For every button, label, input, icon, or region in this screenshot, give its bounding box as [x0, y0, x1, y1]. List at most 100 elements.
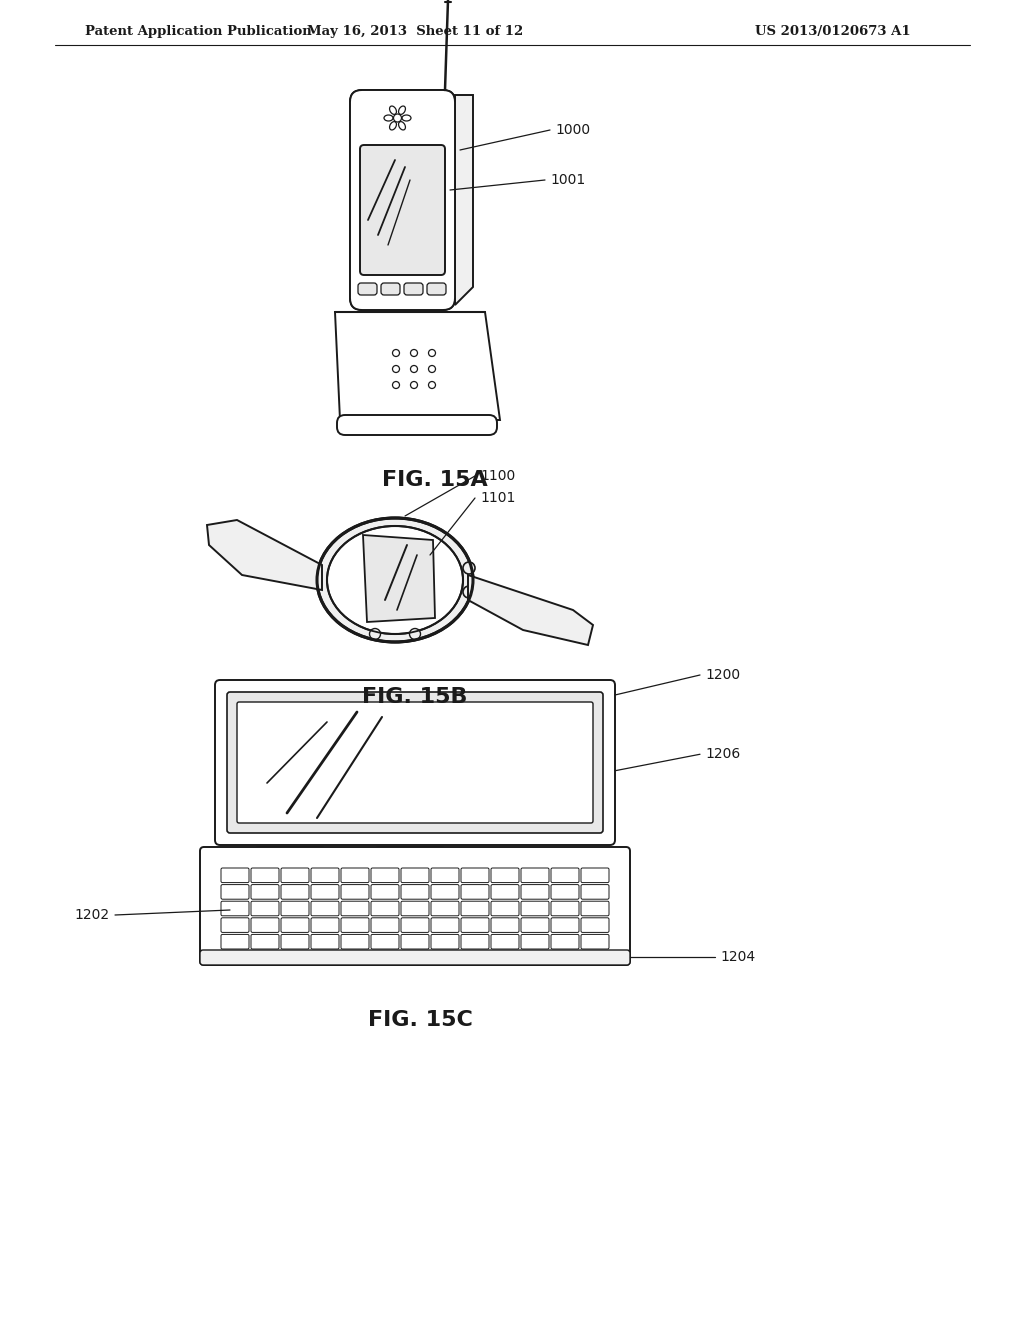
Ellipse shape [317, 517, 473, 642]
FancyBboxPatch shape [431, 935, 459, 949]
FancyBboxPatch shape [251, 917, 279, 932]
FancyBboxPatch shape [341, 869, 369, 883]
FancyBboxPatch shape [251, 884, 279, 899]
FancyBboxPatch shape [251, 902, 279, 916]
FancyBboxPatch shape [200, 950, 630, 965]
FancyBboxPatch shape [581, 869, 609, 883]
FancyBboxPatch shape [221, 869, 249, 883]
FancyBboxPatch shape [551, 869, 579, 883]
FancyBboxPatch shape [311, 869, 339, 883]
FancyBboxPatch shape [401, 884, 429, 899]
FancyBboxPatch shape [461, 884, 489, 899]
FancyBboxPatch shape [221, 917, 249, 932]
FancyBboxPatch shape [311, 935, 339, 949]
FancyBboxPatch shape [551, 884, 579, 899]
FancyBboxPatch shape [281, 869, 309, 883]
Polygon shape [455, 95, 473, 305]
FancyBboxPatch shape [341, 884, 369, 899]
FancyBboxPatch shape [404, 282, 423, 294]
FancyBboxPatch shape [401, 935, 429, 949]
FancyBboxPatch shape [581, 884, 609, 899]
FancyBboxPatch shape [461, 902, 489, 916]
Text: FIG. 15C: FIG. 15C [368, 1010, 472, 1030]
FancyBboxPatch shape [360, 145, 445, 275]
FancyBboxPatch shape [281, 884, 309, 899]
FancyBboxPatch shape [401, 869, 429, 883]
FancyBboxPatch shape [371, 884, 399, 899]
FancyBboxPatch shape [431, 869, 459, 883]
Text: 1000: 1000 [555, 123, 590, 137]
Polygon shape [207, 520, 322, 590]
FancyBboxPatch shape [341, 902, 369, 916]
Text: 1206: 1206 [705, 747, 740, 762]
FancyBboxPatch shape [337, 414, 497, 436]
FancyBboxPatch shape [341, 935, 369, 949]
FancyBboxPatch shape [375, 847, 445, 861]
FancyBboxPatch shape [490, 935, 519, 949]
FancyBboxPatch shape [221, 935, 249, 949]
Circle shape [410, 628, 421, 639]
Text: FIG. 15A: FIG. 15A [382, 470, 487, 490]
FancyBboxPatch shape [551, 935, 579, 949]
Text: May 16, 2013  Sheet 11 of 12: May 16, 2013 Sheet 11 of 12 [307, 25, 523, 38]
FancyBboxPatch shape [521, 935, 549, 949]
FancyBboxPatch shape [521, 902, 549, 916]
FancyBboxPatch shape [371, 902, 399, 916]
FancyBboxPatch shape [311, 884, 339, 899]
FancyBboxPatch shape [581, 902, 609, 916]
FancyBboxPatch shape [490, 869, 519, 883]
FancyBboxPatch shape [521, 884, 549, 899]
FancyBboxPatch shape [350, 90, 455, 310]
FancyBboxPatch shape [251, 869, 279, 883]
FancyBboxPatch shape [431, 917, 459, 932]
FancyBboxPatch shape [371, 869, 399, 883]
Text: 1200: 1200 [705, 668, 740, 682]
Circle shape [463, 562, 475, 574]
FancyBboxPatch shape [401, 917, 429, 932]
FancyBboxPatch shape [227, 692, 603, 833]
Text: US 2013/0120673 A1: US 2013/0120673 A1 [755, 25, 910, 38]
FancyBboxPatch shape [461, 917, 489, 932]
FancyBboxPatch shape [381, 282, 400, 294]
Polygon shape [362, 535, 435, 622]
FancyBboxPatch shape [427, 282, 446, 294]
FancyBboxPatch shape [490, 902, 519, 916]
FancyBboxPatch shape [311, 917, 339, 932]
FancyBboxPatch shape [221, 902, 249, 916]
FancyBboxPatch shape [521, 917, 549, 932]
Text: 1101: 1101 [480, 491, 515, 506]
FancyBboxPatch shape [255, 847, 325, 861]
FancyBboxPatch shape [371, 935, 399, 949]
FancyBboxPatch shape [281, 935, 309, 949]
FancyBboxPatch shape [521, 869, 549, 883]
FancyBboxPatch shape [200, 847, 630, 965]
FancyBboxPatch shape [490, 884, 519, 899]
Text: 1001: 1001 [550, 173, 586, 187]
FancyBboxPatch shape [341, 917, 369, 932]
FancyBboxPatch shape [461, 935, 489, 949]
FancyBboxPatch shape [581, 935, 609, 949]
Circle shape [463, 586, 475, 598]
FancyBboxPatch shape [237, 702, 593, 822]
FancyBboxPatch shape [311, 902, 339, 916]
FancyBboxPatch shape [581, 917, 609, 932]
FancyBboxPatch shape [551, 917, 579, 932]
Text: 1202: 1202 [75, 908, 110, 921]
Text: 1100: 1100 [480, 469, 515, 483]
Polygon shape [335, 312, 500, 420]
FancyBboxPatch shape [215, 680, 615, 845]
Circle shape [370, 628, 381, 639]
Polygon shape [468, 576, 593, 645]
FancyBboxPatch shape [490, 917, 519, 932]
Text: 1204: 1204 [720, 950, 755, 964]
FancyBboxPatch shape [371, 917, 399, 932]
FancyBboxPatch shape [221, 884, 249, 899]
FancyBboxPatch shape [251, 935, 279, 949]
FancyBboxPatch shape [551, 902, 579, 916]
FancyBboxPatch shape [431, 902, 459, 916]
FancyBboxPatch shape [281, 902, 309, 916]
FancyBboxPatch shape [350, 90, 455, 310]
FancyBboxPatch shape [401, 902, 429, 916]
FancyBboxPatch shape [431, 884, 459, 899]
Ellipse shape [327, 525, 463, 634]
